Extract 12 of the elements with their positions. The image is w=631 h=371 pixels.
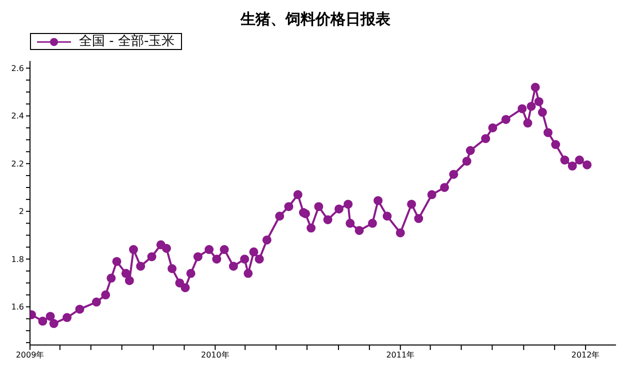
y-tick-label: 2 [18, 207, 24, 216]
chart-title: 生猪、饲料价格日报表 [239, 9, 392, 30]
x-tick-label: 2010年 [201, 350, 230, 360]
y-tick-label: 1.6 [11, 302, 24, 312]
y-tick-label: 1.8 [11, 254, 24, 264]
y-tick-label: 2.2 [11, 159, 24, 168]
x-tick-label: 2012年 [571, 350, 600, 360]
x-tick-label: 2011年 [386, 350, 415, 360]
y-tick-label: 2.4 [11, 112, 24, 121]
y-tick-label: 2.6 [11, 64, 24, 73]
legend-label: 全国 - 全部-玉米 [79, 34, 175, 49]
x-tick-label: 2009年 [16, 350, 44, 360]
